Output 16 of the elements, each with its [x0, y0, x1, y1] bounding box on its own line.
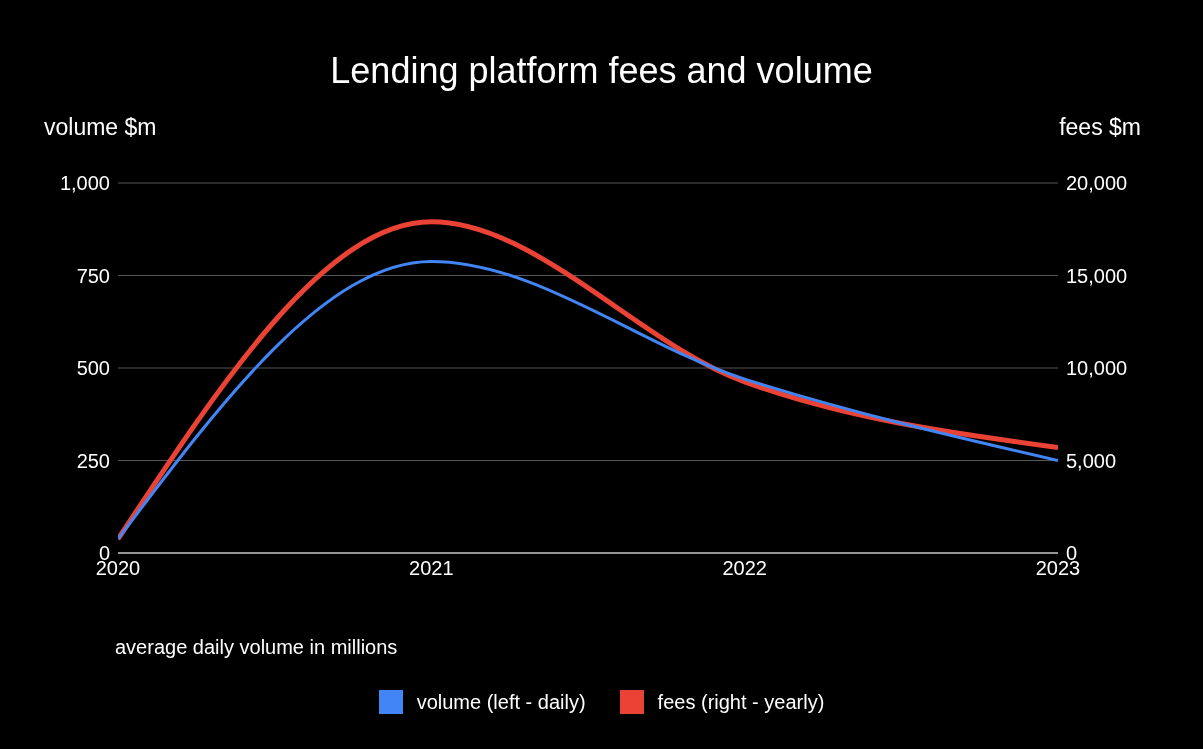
y2-axis-title: fees $m — [1059, 114, 1141, 141]
chart-title: Lending platform fees and volume — [329, 50, 874, 92]
y-tick-label: 750 — [76, 264, 110, 287]
y-tick-label: 250 — [76, 449, 110, 472]
legend-label: fees (right - yearly) — [657, 690, 825, 714]
y-axis-title: volume $m — [44, 114, 157, 141]
y-tick-label: 500 — [76, 357, 110, 380]
y-tick-label: 1,000 — [59, 172, 110, 195]
y2-tick-label: 15,000 — [1066, 264, 1128, 287]
x-tick-label: 2021 — [409, 557, 454, 580]
y2-tick-label: 20,000 — [1066, 172, 1128, 195]
text: average daily volume in millions — [115, 636, 398, 659]
x-tick-label: 2022 — [722, 557, 767, 580]
legend-label: volume (left - daily) — [416, 690, 586, 714]
y2-tick-label: 5,000 — [1066, 449, 1117, 472]
y2-tick-label: 10,000 — [1066, 357, 1128, 380]
